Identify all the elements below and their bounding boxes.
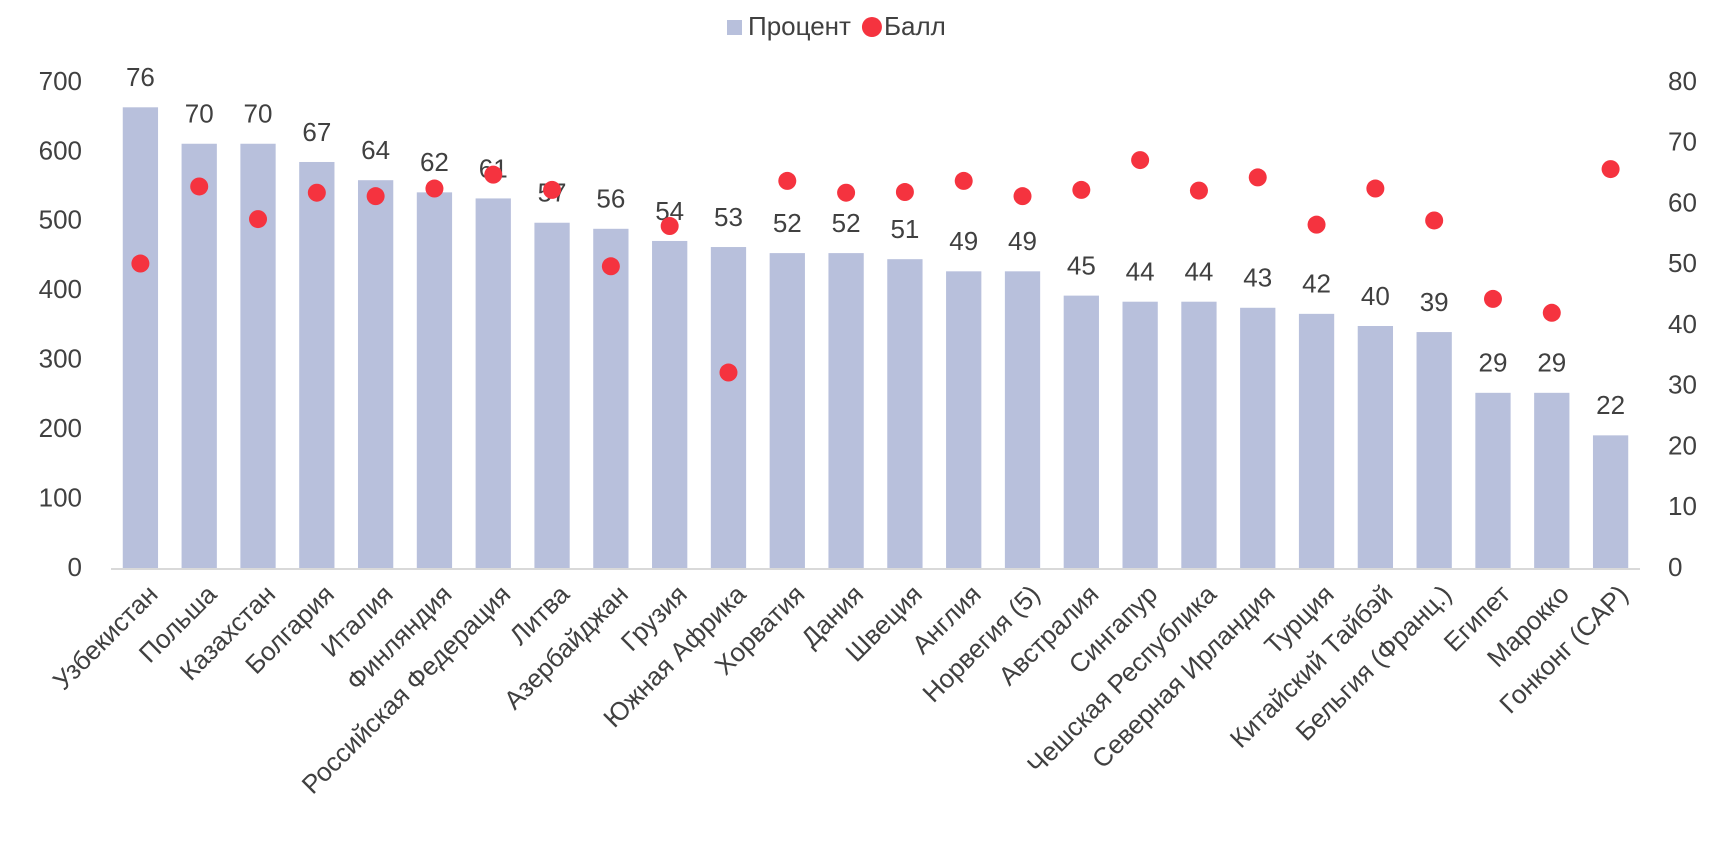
y-tick-label: 600 [39,135,82,165]
bar [475,198,511,570]
data-label: 67 [302,117,331,147]
bar [1122,301,1158,569]
bar [534,222,570,569]
dot [366,187,385,206]
bar [710,247,747,569]
dot [543,180,562,199]
legend-marker [861,17,882,37]
data-label: 76 [126,62,155,92]
bar [1063,295,1099,569]
y-tick-label: 700 [39,66,82,96]
data-label: 52 [773,208,802,238]
bar [240,143,276,569]
bar [1475,392,1511,569]
dot [190,177,209,196]
bar [1416,332,1452,569]
data-label: 53 [714,202,743,232]
bar [828,253,864,569]
data-label: 51 [890,214,919,244]
dot [601,257,620,276]
dot [1072,180,1091,199]
dot [1366,179,1385,198]
bar [357,180,394,569]
dot [249,210,268,229]
dot [895,183,914,202]
data-label: 64 [361,135,390,165]
bar [1357,326,1394,569]
y-tick-label: 100 [39,482,82,512]
data-label: 44 [1184,257,1213,287]
dot [425,179,444,198]
y-tick-label: 0 [68,552,82,582]
bar [1240,307,1276,569]
bar [1534,392,1570,569]
data-label: 56 [596,184,625,214]
bar [1592,435,1629,569]
data-label: 44 [1126,257,1155,287]
dot [954,171,973,190]
data-label: 70 [244,99,273,129]
bar [593,228,629,570]
bar [1181,301,1217,569]
dot [1425,211,1444,230]
data-label: 42 [1302,269,1331,299]
y2-tick-label: 70 [1668,127,1697,157]
bar [122,107,159,570]
bar [769,253,805,569]
data-label: 70 [185,99,214,129]
dot [1601,160,1620,179]
bar [887,259,923,569]
bar [652,240,688,569]
y2-tick-label: 60 [1668,187,1697,217]
y2-tick-label: 20 [1668,430,1697,460]
dot [719,363,738,382]
bar [299,161,335,569]
y2-tick-label: 80 [1668,66,1697,96]
bar [416,192,453,569]
y2-tick-label: 0 [1668,552,1682,582]
dot [660,217,679,236]
dot [837,183,856,202]
bar [1004,271,1041,569]
dot [1189,181,1208,200]
y2-tick-label: 50 [1668,248,1697,278]
dot [1248,168,1267,187]
bar [181,143,217,569]
dot [1307,215,1326,234]
dot [1013,187,1032,206]
dot [131,254,150,273]
y-tick-label: 500 [39,205,82,235]
bar [946,271,982,569]
dot [1542,303,1561,322]
legend-label: Процент [748,11,851,41]
data-label: 45 [1067,251,1096,281]
data-label: 29 [1479,348,1508,378]
dot [778,171,797,190]
y2-tick-label: 30 [1668,370,1697,400]
data-label: 52 [832,208,861,238]
y-tick-label: 200 [39,413,82,443]
data-label: 62 [420,147,449,177]
dot [1131,151,1150,170]
data-label: 29 [1537,348,1566,378]
dot [484,165,503,184]
y2-tick-label: 40 [1668,309,1697,339]
data-label: 43 [1243,263,1272,293]
legend-label: Балл [884,11,946,41]
y-tick-label: 400 [39,274,82,304]
legend-marker [727,20,742,35]
y2-tick-label: 10 [1668,491,1697,521]
data-label: 49 [1008,226,1037,256]
data-label: 39 [1420,287,1449,317]
bar [1298,313,1335,569]
dot [307,183,326,202]
y-tick-label: 300 [39,344,82,374]
data-label: 22 [1596,390,1625,420]
dot [1483,289,1502,308]
data-label: 40 [1361,281,1390,311]
data-label: 49 [949,226,978,256]
